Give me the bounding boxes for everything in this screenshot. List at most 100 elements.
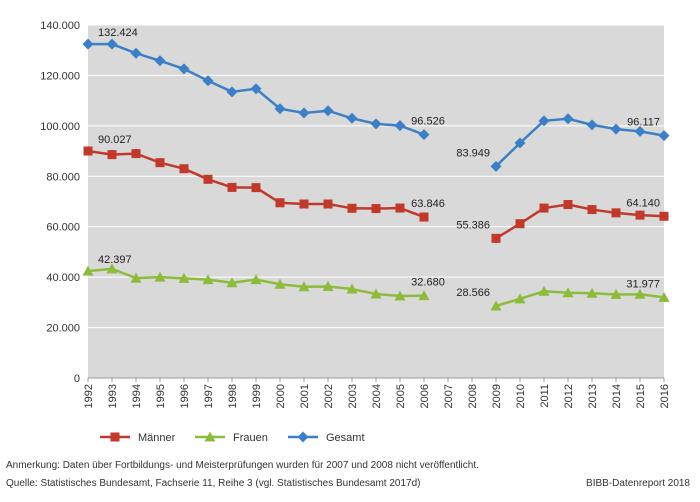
legend-item-frauen: Frauen [195,431,268,444]
data-point-gesamt [106,38,118,50]
data-point-frauen [538,285,550,296]
data-point-gesamt [82,38,94,50]
data-point-frauen [370,288,382,299]
data-point-frauen [298,281,310,292]
data-point-maenner [347,203,357,213]
data-point-maenner [611,208,621,218]
data-label-gesamt: 96.117 [627,117,660,129]
x-tick-label: 2007 [443,384,455,408]
data-point-maenner [563,200,573,210]
data-point-maenner [539,203,549,213]
data-point-gesamt [514,137,526,149]
data-point-gesamt [250,83,262,95]
series-line-frauen [495,290,665,308]
y-tick-label: 40.000 [46,272,80,284]
data-point-maenner [419,212,429,222]
x-tick-label: 2016 [659,384,671,408]
brand-label: BIBB-Datenreport 2018 [586,478,690,489]
footnote: Anmerkung: Daten über Fortbildungs- und … [6,460,479,471]
y-tick-label: 140.000 [40,20,80,32]
series-frauen [82,263,670,311]
y-tick-label: 60.000 [46,222,80,234]
data-point-gesamt [490,160,502,172]
legend-marker [204,431,216,442]
data-point-gesamt [226,86,238,98]
x-tick-label: 2012 [563,384,575,408]
data-label-frauen: 28.566 [456,287,490,299]
data-point-maenner [491,233,501,243]
data-point-maenner [131,149,141,159]
data-point-frauen [562,287,574,298]
x-tick-label: 2009 [491,384,503,408]
x-tick-label: 2001 [299,384,311,408]
data-point-gesamt [610,123,622,135]
data-label-maenner: 63.846 [411,198,445,210]
x-axis-ticks: 1992 1993 1994 1995 1996 1997 1998 1999 2000 2001… [83,378,671,408]
data-point-gesamt [202,75,214,87]
x-tick-label: 2013 [587,384,599,408]
source-note: Quelle: Statistisches Bundesamt, Fachser… [6,478,421,489]
data-label-maenner: 55.386 [456,219,490,231]
y-tick-label: 100.000 [40,121,80,133]
data-point-frauen [226,277,238,288]
data-point-gesamt [322,105,334,117]
data-point-frauen [394,290,406,301]
data-point-maenner [299,199,309,209]
plot-area [88,25,664,378]
x-tick-label: 1997 [203,384,215,408]
data-point-frauen [154,271,166,282]
x-tick-label: 2002 [323,384,335,408]
x-tick-label: 2014 [611,384,623,408]
data-point-maenner [227,182,237,192]
x-tick-label: 2008 [467,384,479,408]
data-point-frauen [250,274,262,285]
data-label-frauen: 31.977 [626,278,660,290]
x-tick-label: 1999 [251,384,263,408]
series-maenner [83,146,669,243]
data-point-maenner [203,174,213,184]
data-point-maenner [371,204,381,214]
data-point-gesamt [658,130,670,142]
data-point-frauen [634,288,646,299]
data-point-maenner [587,205,597,215]
data-point-maenner [323,199,333,209]
data-point-frauen [610,289,622,300]
x-tick-label: 2004 [371,384,383,408]
y-tick-label: 80.000 [46,171,80,183]
x-tick-label: 2005 [395,384,407,408]
data-point-maenner [251,183,261,193]
data-labels: 90.027 63.846 55.386 64.140 42.397 32.680 28.5… [98,27,660,299]
data-point-frauen [106,263,118,274]
x-tick-label: 2006 [419,384,431,408]
y-tick-label: 120.000 [40,70,80,82]
data-point-gesamt [178,63,190,75]
data-point-frauen [178,272,190,283]
legend-item-maenner: Männer [100,432,176,444]
data-point-maenner [659,211,669,221]
data-point-frauen [586,287,598,298]
data-point-frauen [130,272,142,283]
data-point-gesamt [418,129,430,141]
y-tick-label: 20.000 [46,323,80,335]
legend-label: Frauen [233,432,268,444]
data-label-maenner: 64.140 [626,197,660,209]
x-tick-label: 1998 [227,384,239,408]
legend: Männer Frauen Gesamt [100,431,365,444]
series-gesamt [82,38,670,172]
data-point-frauen [490,300,502,311]
data-point-maenner [83,146,93,156]
series-group [82,38,670,311]
data-label-gesamt: 83.949 [456,147,490,159]
data-point-maenner [635,210,645,220]
data-point-maenner [155,158,165,168]
data-point-maenner [275,198,285,208]
data-point-gesamt [346,112,358,124]
data-point-gesamt [154,55,166,67]
data-point-frauen [418,290,430,301]
data-point-frauen [658,291,670,302]
legend-marker [297,431,309,443]
legend-label: Gesamt [326,432,365,444]
legend-label: Männer [138,432,176,444]
y-axis-ticks: 0 20.000 40.000 60.000 80.000 100.000 120.000 1… [40,20,80,385]
